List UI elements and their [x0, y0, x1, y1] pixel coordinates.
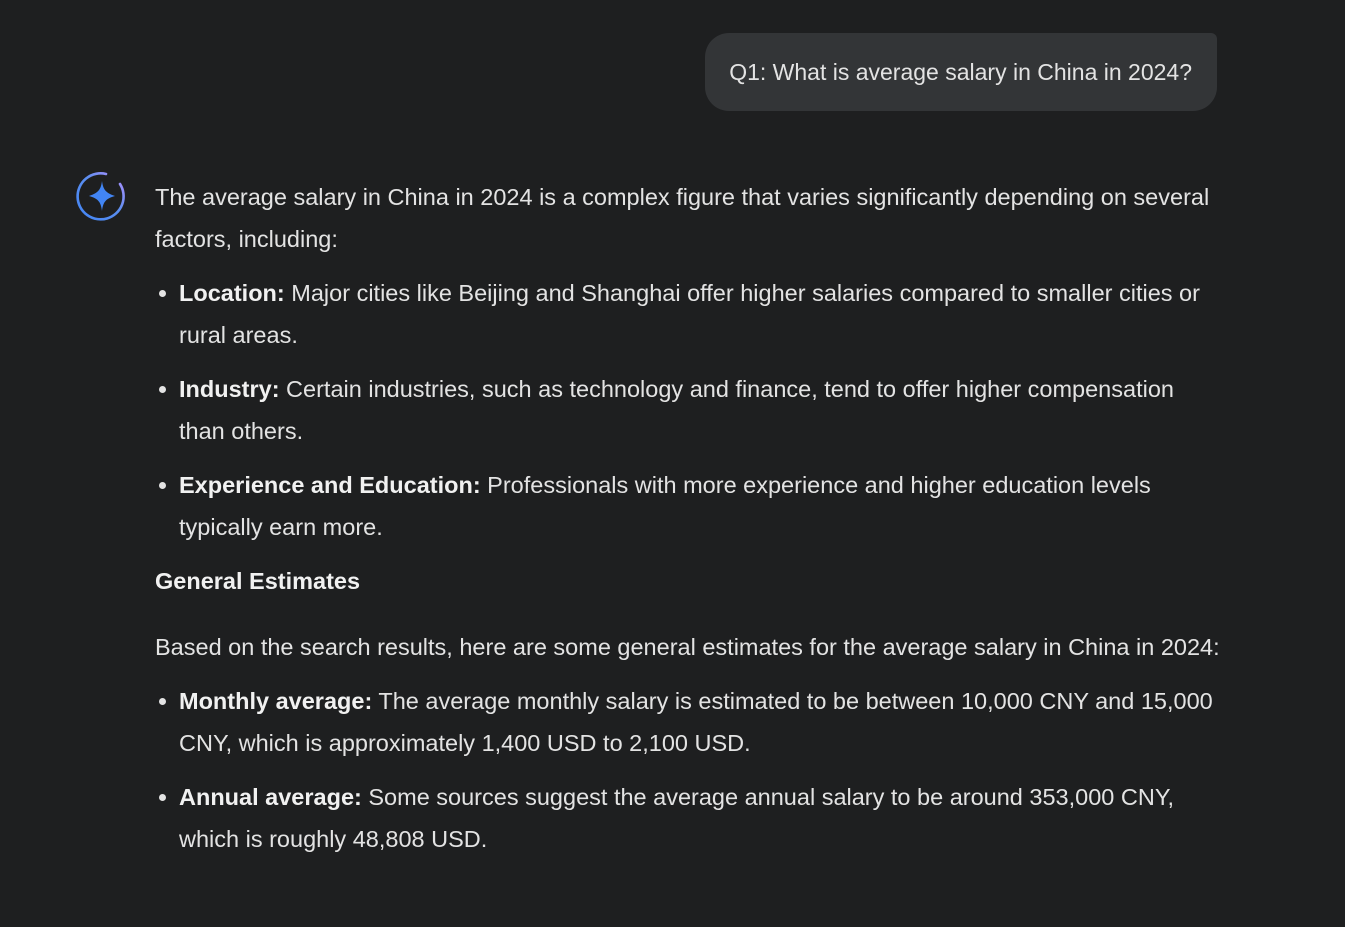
user-message-bubble: Q1: What is average salary in China in 2…	[705, 33, 1217, 111]
estimate-label: Monthly average:	[179, 688, 373, 714]
factor-text: Certain industries, such as technology a…	[179, 376, 1174, 444]
response-intro: The average salary in China in 2024 is a…	[155, 184, 1210, 252]
section-heading: General Estimates	[155, 568, 361, 594]
factor-text: Major cities like Beijing and Shanghai o…	[179, 280, 1200, 348]
list-item: Monthly average: The average monthly sal…	[159, 680, 1225, 764]
factor-label: Industry:	[179, 376, 280, 402]
estimate-label: Annual average:	[179, 784, 362, 810]
assistant-response: The average salary in China in 2024 is a…	[155, 176, 1225, 872]
list-item: Location: Major cities like Beijing and …	[159, 272, 1225, 356]
estimates-list: Monthly average: The average monthly sal…	[155, 680, 1225, 860]
estimate-text: Some sources suggest the average annual …	[179, 784, 1174, 852]
gemini-sparkle-icon	[76, 170, 128, 222]
factor-label: Location:	[179, 280, 285, 306]
factors-list: Location: Major cities like Beijing and …	[155, 272, 1225, 548]
factor-label: Experience and Education:	[179, 472, 481, 498]
list-item: Experience and Education: Professionals …	[159, 464, 1225, 548]
list-item: Annual average: Some sources suggest the…	[159, 776, 1225, 860]
user-message-text: Q1: What is average salary in China in 2…	[729, 58, 1192, 85]
factor-text: Professionals with more experience and h…	[179, 472, 1151, 540]
list-item: Industry: Certain industries, such as te…	[159, 368, 1225, 452]
estimate-text: The average monthly salary is estimated …	[179, 688, 1213, 756]
estimates-intro: Based on the search results, here are so…	[155, 634, 1220, 660]
